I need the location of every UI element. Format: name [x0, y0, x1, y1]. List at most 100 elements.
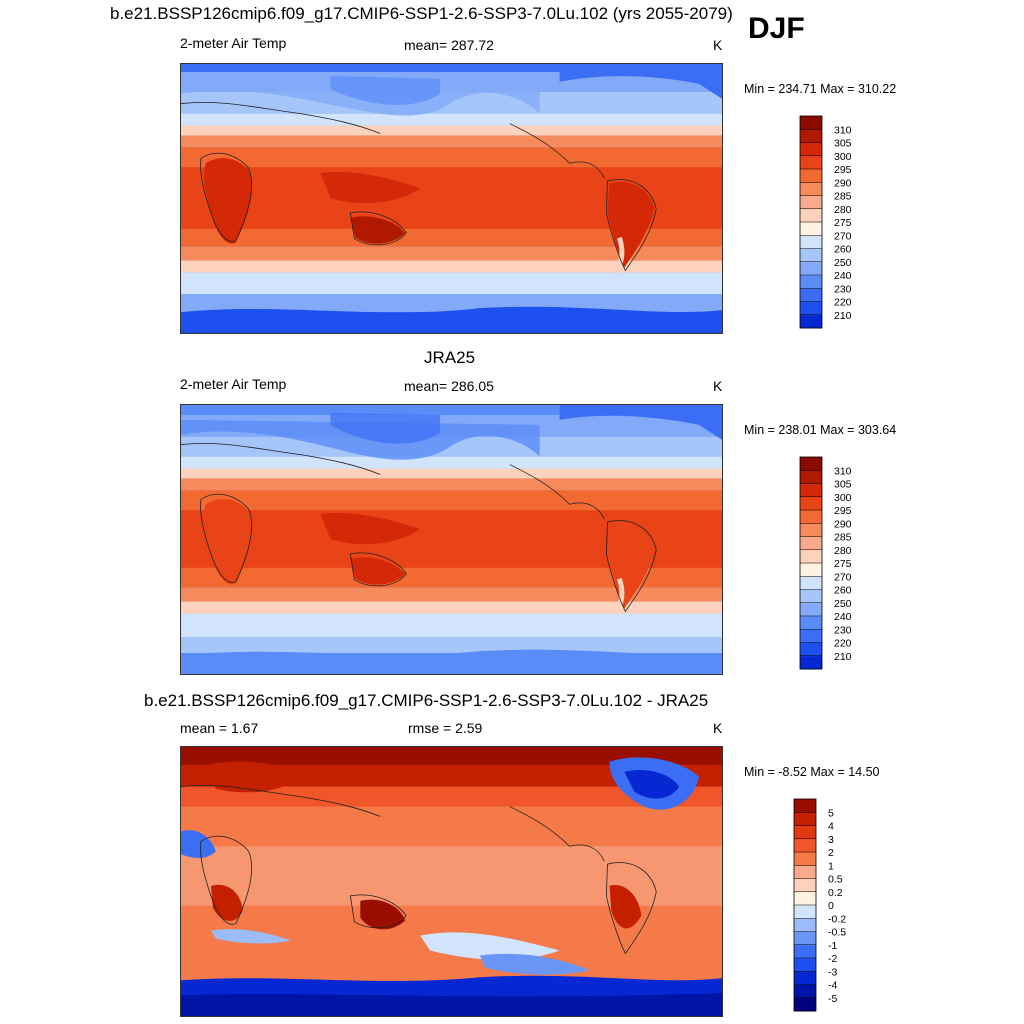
panel-3-colorbar-tick-label: 0.5: [828, 874, 843, 886]
panel-3-mean: mean = 1.67: [180, 720, 259, 736]
panel-1-colorbar-swatch: [800, 301, 822, 316]
panel-1-colorbar-swatch: [800, 142, 822, 157]
panel-1-colorbar-tick-label: 310: [834, 124, 852, 136]
panel-3-colorbar-swatch: [794, 799, 816, 813]
panel-3-colorbar-swatch: [794, 918, 816, 932]
panel-1-colorbar-tick-label: 280: [834, 204, 852, 216]
panel-2-colorbar-swatch: [800, 563, 822, 577]
panel-2-mean: mean= 286.05: [404, 378, 494, 394]
panel-2-colorbar-swatch: [800, 510, 822, 524]
panel-1-colorbar-swatch: [800, 222, 822, 236]
panel-1-colorbar-swatch: [800, 169, 822, 183]
panel-3-colorbar-tick-label: -1: [828, 940, 837, 952]
panel-1-colorbar-swatch: [800, 275, 822, 289]
panel-2-colorbar-swatch: [800, 602, 822, 617]
panel-1-colorbar-tick-label: 220: [834, 297, 852, 309]
panel-2-colorbar-tick-label: 260: [834, 585, 852, 597]
panel-3-colorbar-swatch: [794, 971, 816, 985]
panel-3-colorbar-swatch: [794, 852, 816, 866]
panel-2-colorbar-swatch: [800, 576, 822, 590]
panel-3-colorbar-swatch: [794, 891, 816, 906]
panel-1-colorbar-swatch: [800, 208, 822, 223]
panel-2-colorbar-tick-label: 310: [834, 465, 852, 477]
panel-2-colorbar-swatch: [800, 457, 822, 471]
panel-2-colorbar-swatch: [800, 496, 822, 511]
panel-2-colorbar-tick-label: 290: [834, 518, 852, 530]
panel-1-colorbar-tick-label: 290: [834, 177, 852, 189]
panel-1-colorbar-tick-label: 295: [834, 164, 852, 176]
panel-3-colorbar-tick-label: 5: [828, 807, 834, 819]
panel-3-colorbar-tick-label: 4: [828, 821, 834, 833]
panel-3-colorbar-swatch: [794, 997, 816, 1012]
panel-1-minmax: Min = 234.71 Max = 310.22: [744, 82, 897, 96]
panel-2-colorbar-tick-label: 220: [834, 638, 852, 650]
panel-1-colorbar-tick-label: 270: [834, 230, 852, 242]
panel-3-colorbar-swatch: [794, 958, 816, 972]
panel-2-colorbar-tick-label: 285: [834, 532, 852, 544]
panel-1-colorbar-tick-label: 285: [834, 191, 852, 203]
panel-3-colorbar-tick-label: 1: [828, 860, 834, 872]
panel-1-colorbar-tick-label: 260: [834, 244, 852, 256]
panel-3-minmax: Min = -8.52 Max = 14.50: [744, 765, 880, 779]
panel-3-colorbar-tick-label: 2: [828, 847, 834, 859]
panel-2-units: K: [713, 378, 723, 394]
panel-1-colorbar-tick-label: 275: [834, 217, 852, 229]
panel-2-colorbar-tick-label: 275: [834, 558, 852, 570]
panel-1-colorbar-tick-label: 305: [834, 138, 852, 150]
panel-1-mean: mean= 287.72: [404, 37, 494, 53]
panel-2-colorbar-swatch: [800, 655, 822, 670]
panel-1-colorbar-swatch: [800, 116, 822, 130]
panel-1-colorbar-swatch: [800, 288, 822, 302]
panel-2-colorbar-tick-label: 295: [834, 505, 852, 517]
panel-2-colorbar-tick-label: 280: [834, 545, 852, 557]
panel-3-colorbar-swatch: [794, 905, 816, 919]
panel-2-colorbar-swatch: [800, 642, 822, 657]
panel-1-colorbar-swatch: [800, 261, 822, 276]
panel-2-map-svg: [181, 405, 722, 674]
panel-3-colorbar-swatch: [794, 931, 816, 946]
panel-3-rmse: rmse = 2.59: [408, 720, 483, 736]
panel-1-colorbar-swatch: [800, 155, 822, 170]
panel-1-map-svg: [181, 64, 722, 333]
panel-3-colorbar-tick-label: -5: [828, 993, 837, 1005]
panel-2-colorbar-swatch: [800, 629, 822, 643]
panel-2-colorbar-tick-label: 270: [834, 571, 852, 583]
panel-1-colorbar-swatch: [800, 182, 822, 196]
panel-1-colorbar: 310 305 300 295 290 285 280 275 270 260 250 240 230 2…: [799, 115, 880, 330]
panel-2-title: JRA25: [424, 348, 476, 367]
panel-3-colorbar-swatch: [794, 865, 816, 879]
panel-1-colorbar-swatch: [800, 248, 822, 263]
panel-2-minmax: Min = 238.01 Max = 303.64: [744, 423, 897, 437]
panel-3-map-svg: [181, 747, 722, 1016]
panel-3-colorbar-swatch: [794, 838, 816, 853]
panel-2-colorbar: 310 305 300 295 290 285 280 275 270 260 250 240 230 2…: [799, 456, 880, 671]
panel-3-title: b.e21.BSSP126cmip6.f09_g17.CMIP6-SSP1-2.…: [144, 691, 709, 710]
panel-1-colorbar-tick-label: 300: [834, 151, 852, 163]
panel-3-colorbar-tick-label: 0.2: [828, 887, 843, 899]
panel-2-colorbar-tick-label: 230: [834, 624, 852, 636]
panel-3-colorbar-swatch: [794, 825, 816, 840]
panel-1-colorbar-tick-label: 210: [834, 310, 852, 322]
panel-3-colorbar-swatch: [794, 944, 816, 959]
panel-2-colorbar-swatch: [800, 523, 822, 537]
panel-1-variable: 2-meter Air Temp: [180, 35, 287, 51]
panel-2-variable: 2-meter Air Temp: [180, 376, 287, 392]
panel-3-colorbar-tick-label: -0.2: [828, 913, 846, 925]
panel-2-map: [180, 404, 723, 675]
panel-2-colorbar-swatch: [800, 589, 822, 604]
panel-1-colorbar-tick-label: 240: [834, 270, 852, 282]
panel-2-colorbar-swatch: [800, 549, 822, 564]
panel-2-colorbar-tick-label: 300: [834, 492, 852, 504]
panel-3-colorbar-swatch: [794, 984, 816, 999]
panel-3-colorbar-tick-label: 3: [828, 834, 834, 846]
panel-3-colorbar-tick-label: -3: [828, 966, 837, 978]
panel-1-map: [180, 63, 723, 334]
panel-2-colorbar-swatch: [800, 483, 822, 498]
panel-1-title: b.e21.BSSP126cmip6.f09_g17.CMIP6-SSP1-2.…: [110, 4, 733, 23]
panel-2-colorbar-swatch: [800, 536, 822, 551]
panel-1-colorbar-swatch: [800, 235, 822, 249]
panel-2-colorbar-tick-label: 240: [834, 611, 852, 623]
panel-1-units: K: [713, 37, 723, 53]
